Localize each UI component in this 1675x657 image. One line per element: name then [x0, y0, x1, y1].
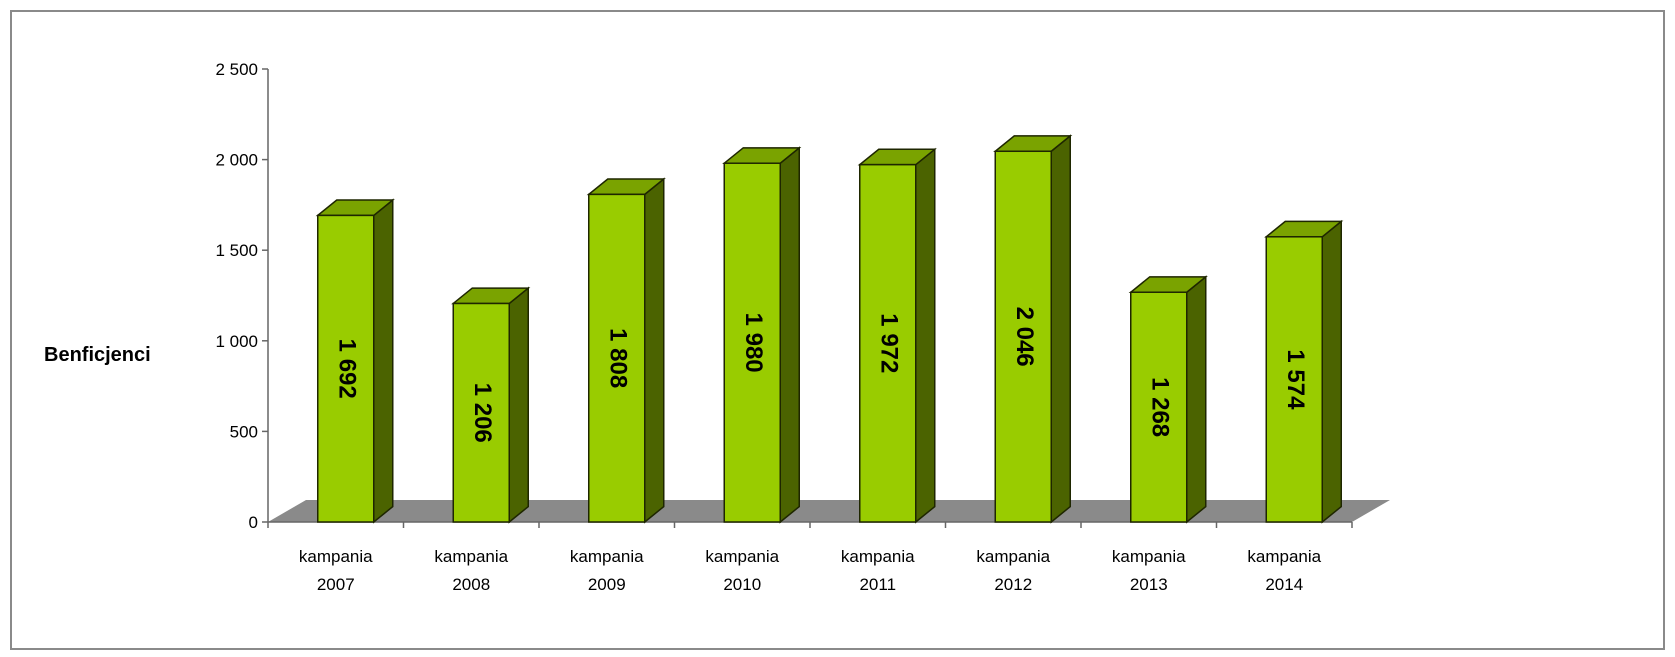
bar-front: [994, 150, 1052, 523]
x-tick-label: kampania 2011: [841, 547, 915, 594]
bar-front: [1130, 291, 1188, 523]
bar-side: [1050, 134, 1071, 524]
bar: [315, 198, 395, 524]
bar-chart: 0 500 1 000 1 500 2 000 2 500 1 692 kampania 200…: [44, 60, 1390, 594]
bar-value-label: 1 808: [604, 328, 631, 388]
bar-value-label: 1 980: [740, 313, 767, 373]
bar-front: [317, 214, 375, 523]
x-tick-label-line: 2010: [723, 575, 761, 594]
y-tick-label: 2 000: [215, 151, 258, 170]
y-tick-label: 1 500: [215, 241, 258, 260]
chart-frame: 0 500 1 000 1 500 2 000 2 500 1 692 kampania 200…: [10, 10, 1665, 650]
y-tick-label: 500: [230, 422, 258, 441]
bar: [1128, 275, 1208, 524]
bar-value-label: 1 268: [1146, 377, 1173, 437]
bar-value-label: 1 972: [875, 313, 902, 373]
x-tick-label: kampania 2007: [299, 547, 373, 594]
y-tick-label: 1 000: [215, 332, 258, 351]
bar-value-label: 1 206: [469, 383, 496, 443]
bar: [722, 146, 802, 524]
x-tick-label: kampania 2013: [1112, 547, 1186, 594]
bar: [451, 286, 531, 524]
x-tick-label-line: kampania: [1247, 547, 1321, 566]
x-tick-label-line: 2007: [317, 575, 355, 594]
y-axis-title: Benficjenci: [44, 344, 151, 366]
x-tick-label: kampania 2009: [570, 547, 644, 594]
bar-front: [723, 162, 781, 523]
chart-floor: [268, 500, 1390, 522]
y-tick-label: 0: [249, 513, 258, 532]
x-tick-label-line: 2008: [452, 575, 490, 594]
x-tick-label: kampania 2010: [705, 547, 779, 594]
x-tick-label-line: 2011: [859, 575, 896, 594]
x-tick-label-line: 2014: [1265, 575, 1303, 594]
x-tick-label-line: kampania: [570, 547, 644, 566]
bar-side: [373, 198, 394, 524]
bar-value-label: 1 692: [333, 339, 360, 399]
bar: [1264, 219, 1344, 524]
bar-front: [1265, 236, 1323, 523]
bar-front: [452, 302, 510, 523]
x-tick-label-line: 2009: [588, 575, 626, 594]
x-tick-label: kampania 2012: [976, 547, 1050, 594]
x-tick-label-line: 2012: [994, 575, 1032, 594]
x-tick-label-line: 2013: [1130, 575, 1168, 594]
bar-side: [779, 146, 800, 524]
bar-side: [508, 286, 529, 524]
x-tick-label: kampania 2008: [434, 547, 508, 594]
bar-value-label: 2 046: [1011, 307, 1038, 367]
x-tick-label-line: kampania: [1112, 547, 1186, 566]
bar-side: [1321, 219, 1342, 524]
x-tick-label-line: kampania: [299, 547, 373, 566]
x-tick-label: kampania 2014: [1247, 547, 1321, 594]
bar-side: [644, 177, 665, 524]
bar: [857, 147, 937, 524]
bar-side: [915, 147, 936, 524]
bar-front: [859, 163, 917, 523]
bar: [586, 177, 666, 524]
y-tick-label: 2 500: [215, 60, 258, 79]
bar-value-label: 1 574: [1282, 349, 1309, 410]
x-tick-label-line: kampania: [976, 547, 1050, 566]
bar-front: [588, 193, 646, 523]
x-tick-label-line: kampania: [841, 547, 915, 566]
x-tick-label-line: kampania: [705, 547, 779, 566]
bar-side: [1186, 275, 1207, 524]
bar: [993, 134, 1073, 524]
x-tick-label-line: kampania: [434, 547, 508, 566]
